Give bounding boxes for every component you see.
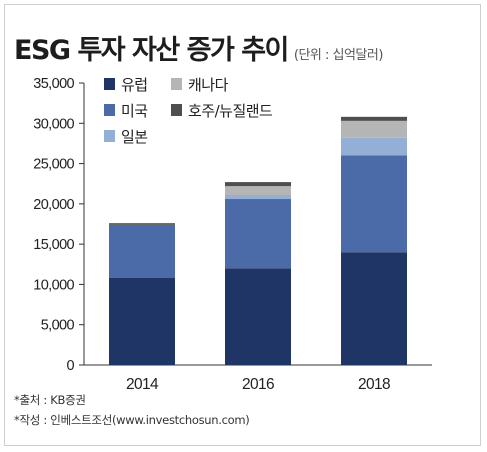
legend-swatch: [171, 78, 182, 90]
bar-segment: [341, 116, 407, 121]
bar-segment: [341, 120, 407, 138]
bar-segment: [109, 223, 175, 225]
bar-segment: [341, 155, 407, 253]
bar-segment: [109, 277, 175, 365]
y-tick-label: 30,000: [33, 116, 74, 132]
unit-label: (단위 : 십억달러): [293, 48, 384, 63]
y-tick-label: 5,000: [41, 318, 75, 334]
x-tick-label: 2018: [358, 376, 390, 393]
legend-swatch: [104, 104, 115, 116]
bar-segment: [225, 186, 291, 195]
legend-label: 캐나다: [188, 76, 229, 94]
legend-label: 미국: [121, 102, 148, 120]
x-tick-label: 2016: [242, 376, 274, 393]
y-tick-label: 25,000: [33, 157, 74, 173]
legend-label: 유럽: [121, 76, 148, 94]
author-line: *작성 : 인베스트조선(www.investchosun.com): [14, 413, 250, 427]
y-tick-label: 20,000: [33, 197, 74, 213]
legend-swatch: [104, 130, 115, 142]
legend-swatch: [171, 104, 182, 116]
y-tick-label: 0: [67, 358, 75, 374]
y-tick-label: 35,000: [33, 76, 74, 92]
legend-label: 호주/뉴질랜드: [188, 102, 273, 120]
bar-segment: [225, 268, 291, 365]
bar-segment: [341, 137, 407, 156]
source-notes: *출처 : KB증권 *작성 : 인베스트조선(www.investchosun…: [14, 390, 250, 430]
legend-label: 일본: [121, 128, 148, 146]
chart-title: ESG 투자 자산 증가 추이: [14, 35, 289, 66]
chart-header: ESG 투자 자산 증가 추이 (단위 : 십억달러): [14, 28, 384, 66]
bar-segment: [225, 199, 291, 269]
bar-segment: [109, 224, 175, 278]
chart-frame: [4, 4, 481, 446]
source-line: *출처 : KB증권: [14, 393, 86, 407]
bar-segment: [341, 252, 407, 365]
y-tick-label: 10,000: [33, 277, 74, 293]
y-tick-label: 15,000: [33, 237, 74, 253]
x-tick-label: 2014: [126, 376, 159, 393]
bar-segment: [225, 194, 291, 200]
bar-segment: [225, 182, 291, 187]
legend-swatch: [104, 78, 115, 90]
